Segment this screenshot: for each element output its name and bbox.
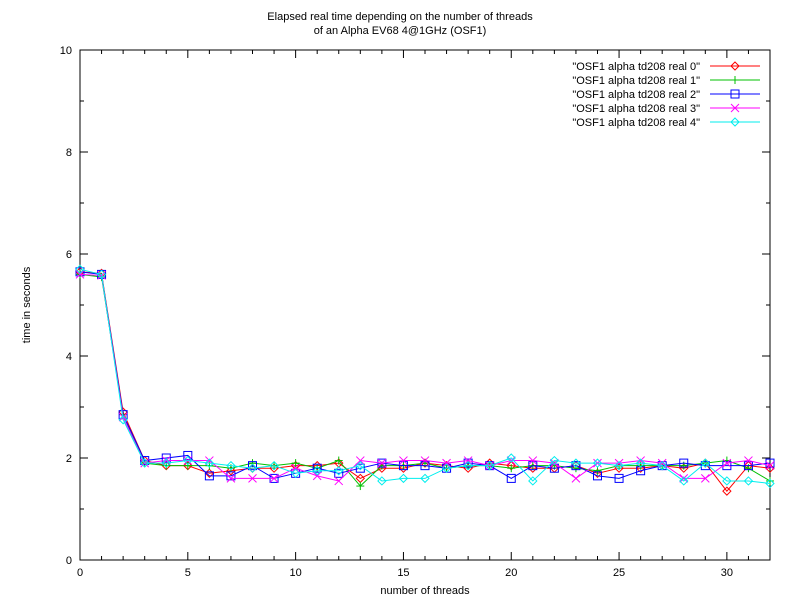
y-tick-label: 6 bbox=[66, 249, 72, 261]
legend-label-3: "OSF1 alpha td208 real 3" bbox=[572, 103, 700, 115]
y-tick-label: 4 bbox=[66, 351, 72, 363]
series-1 bbox=[76, 270, 774, 490]
legend-label-0: "OSF1 alpha td208 real 0" bbox=[572, 61, 700, 73]
series-3 bbox=[76, 270, 774, 485]
x-tick-label: 10 bbox=[290, 567, 302, 579]
x-tick-label: 5 bbox=[185, 567, 191, 579]
y-tick-label: 10 bbox=[60, 45, 72, 57]
y-axis-label: time in seconds bbox=[21, 266, 33, 343]
legend-label-2: "OSF1 alpha td208 real 2" bbox=[572, 89, 700, 101]
x-tick-label: 25 bbox=[613, 567, 625, 579]
legend-label-1: "OSF1 alpha td208 real 1" bbox=[572, 75, 700, 87]
y-tick-label: 0 bbox=[66, 555, 72, 567]
chart-container: Elapsed real time depending on the numbe… bbox=[0, 0, 800, 600]
chart-title-line1: Elapsed real time depending on the numbe… bbox=[267, 11, 533, 23]
x-tick-label: 15 bbox=[397, 567, 409, 579]
x-axis-label: number of threads bbox=[380, 585, 470, 597]
x-tick-label: 20 bbox=[505, 567, 517, 579]
series-2 bbox=[76, 268, 774, 483]
series-4 bbox=[76, 265, 774, 487]
legend-label-4: "OSF1 alpha td208 real 4" bbox=[572, 117, 700, 129]
x-tick-label: 0 bbox=[77, 567, 83, 579]
legend-marker-1 bbox=[731, 76, 739, 84]
chart-svg: Elapsed real time depending on the numbe… bbox=[0, 0, 800, 600]
chart-title-line2: of an Alpha EV68 4@1GHz (OSF1) bbox=[314, 25, 487, 37]
y-tick-label: 8 bbox=[66, 147, 72, 159]
x-tick-label: 30 bbox=[721, 567, 733, 579]
y-tick-label: 2 bbox=[66, 453, 72, 465]
